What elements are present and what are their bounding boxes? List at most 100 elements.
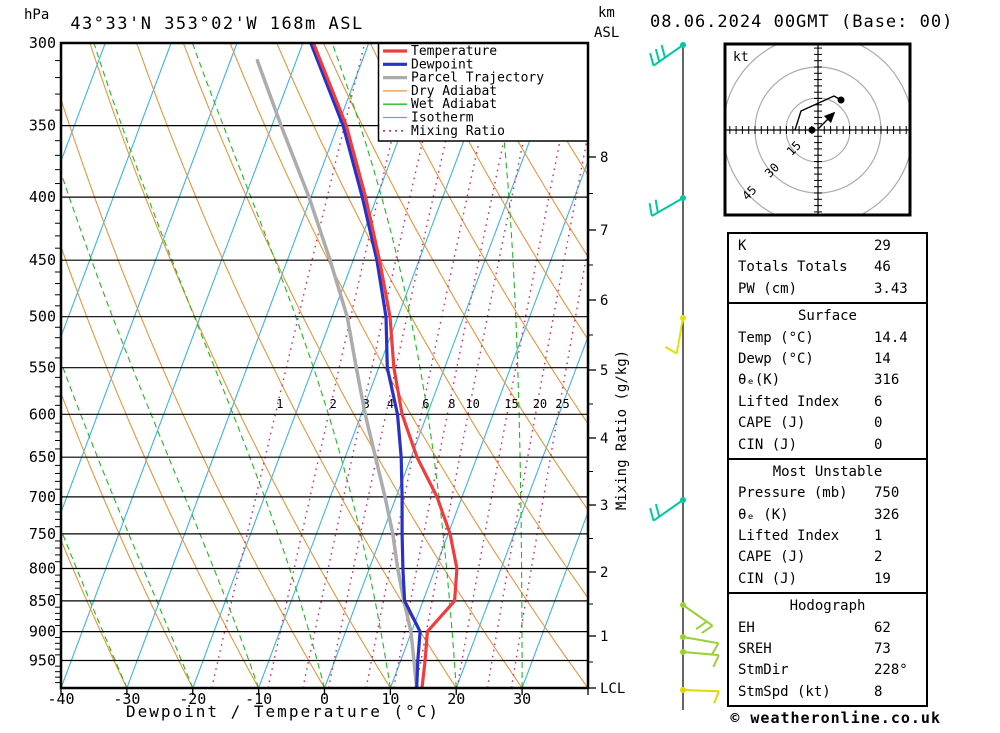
wind-barb <box>682 636 720 656</box>
info-row-label: EH <box>738 619 755 636</box>
x-axis-label: Dewpoint / Temperature (°C) <box>126 702 440 721</box>
pressure-tick-label: 800 <box>29 559 56 577</box>
info-section-title: Most Unstable <box>772 463 883 480</box>
info-row: CAPE (J) 0 <box>729 413 926 434</box>
info-row: CIN (J) 0 <box>729 435 926 456</box>
info-row-label: CAPE (J) <box>738 415 806 432</box>
copyright: © weatheronline.co.uk <box>730 709 941 727</box>
pressure-tick-label: 650 <box>29 448 56 466</box>
info-row-label: StmSpd (kt) <box>738 683 831 700</box>
info-row-value: 62 <box>874 619 891 636</box>
info-row-value: 0 <box>874 436 883 453</box>
temp-tick-label: 30 <box>513 690 531 708</box>
mixing-ratio-line <box>393 43 526 688</box>
info-row: Totals Totals 46 <box>729 257 926 278</box>
info-row-value: 14.4 <box>874 329 908 346</box>
mixing-ratio-value-label: 15 <box>504 397 518 411</box>
info-row-value: 19 <box>874 570 891 587</box>
km-tick-label: 6 <box>600 293 608 309</box>
isotherm-line <box>521 510 588 688</box>
wind-level-dot <box>680 42 686 48</box>
info-row-label: Pressure (mb) <box>738 485 848 502</box>
wind-level-dot <box>680 315 686 321</box>
info-section-title: Surface <box>797 308 857 325</box>
legend-label: Temperature <box>411 44 497 59</box>
info-section: Hodograph EH 62 SREH 73 StmDir 228° StmSpd (kt)… <box>727 592 928 708</box>
info-row: CIN (J) 19 <box>729 569 926 590</box>
pressure-tick-label: 700 <box>29 488 56 506</box>
dry-adiabat-line <box>463 43 588 258</box>
info-row: Dewp (°C) 14 <box>729 349 926 370</box>
datetime-title: 08.06.2024 00GMT (Base: 00) <box>650 12 953 32</box>
wind-level-dot <box>680 634 686 640</box>
info-row-label: Temp (°C) <box>738 329 814 346</box>
wind-barb <box>649 44 684 67</box>
legend-label: Parcel Trajectory <box>411 71 544 86</box>
km-tick-label: 4 <box>600 431 608 447</box>
wind-level-dot <box>680 497 686 503</box>
dry-adiabat-line <box>61 538 128 688</box>
hodograph-border <box>723 42 912 217</box>
wind-level-dot <box>680 195 686 201</box>
info-row-label: PW (cm) <box>738 280 798 297</box>
wind-barb <box>649 499 684 522</box>
legend-label: Wet Adiabat <box>411 97 497 112</box>
wet-adiabat-line <box>61 360 194 688</box>
km-tick-label: 8 <box>600 150 608 166</box>
wet-adiabat-line <box>61 170 260 688</box>
wind-level-dot <box>680 649 686 655</box>
info-row-value: 46 <box>874 259 891 276</box>
altitude-unit-km: km <box>598 5 615 21</box>
pressure-tick-label: 850 <box>29 592 56 610</box>
info-row-label: θₑ(K) <box>738 372 781 389</box>
info-section: K 29 Totals Totals 46 PW (cm) 3.43 <box>727 232 928 305</box>
info-row-label: CIN (J) <box>738 436 798 453</box>
isotherm-line <box>192 43 436 688</box>
wind-barb <box>682 604 714 634</box>
pressure-tick-label: 400 <box>29 188 56 206</box>
dry-adiabat-line <box>369 43 588 425</box>
pressure-tick-label: 900 <box>29 623 56 641</box>
temp-tick-label: 20 <box>447 690 465 708</box>
wind-level-dot <box>680 602 686 608</box>
pressure-tick-label: 600 <box>29 405 56 423</box>
isotherm-line <box>61 43 304 688</box>
wind-barb-column <box>648 42 720 710</box>
info-row-value: 750 <box>874 485 900 502</box>
mixing-ratio-value-label: 10 <box>465 397 479 411</box>
isotherm-line <box>455 335 588 688</box>
mixing-ratio-value-label: 4 <box>387 397 394 411</box>
info-row-value: 6 <box>874 393 883 410</box>
info-row: StmSpd (kt) 8 <box>729 682 926 703</box>
mixing-ratio-line <box>415 43 545 688</box>
station-title: 43°33'N 353°02'W 168m ASL <box>70 14 363 34</box>
info-row: EH 62 <box>729 618 926 639</box>
info-row: θₑ (K) 326 <box>729 505 926 526</box>
pressure-tick-label: 500 <box>29 308 56 326</box>
temp-tick-label: -20 <box>179 690 206 708</box>
hodograph-unit-label: kt <box>733 50 749 65</box>
info-row-value: 326 <box>874 506 900 523</box>
plot-grid: 1 2 3 4 6 8 10 15 20 25 <box>61 43 588 688</box>
info-row-value: 1 <box>874 528 883 545</box>
km-tick-label: 2 <box>600 565 608 581</box>
temp-tick-label: -10 <box>245 690 272 708</box>
dewpoint-curve <box>309 43 422 688</box>
info-row-label: Totals Totals <box>738 259 848 276</box>
info-row-label: StmDir <box>738 662 789 679</box>
legend-label: Isotherm <box>411 111 474 126</box>
hodograph-ring-label: 45 <box>739 183 759 203</box>
km-tick-label: 5 <box>600 363 608 379</box>
isotherm-line <box>323 43 567 688</box>
wind-level-dot <box>680 687 686 693</box>
hodograph-ring-label: 15 <box>784 138 804 158</box>
wind-barb <box>682 651 720 668</box>
mixing-ratio-value-label: 6 <box>422 397 429 411</box>
pressure-tick-label: 750 <box>29 525 56 543</box>
dry-adiabat-line <box>61 97 325 688</box>
info-row-value: 2 <box>874 549 883 566</box>
